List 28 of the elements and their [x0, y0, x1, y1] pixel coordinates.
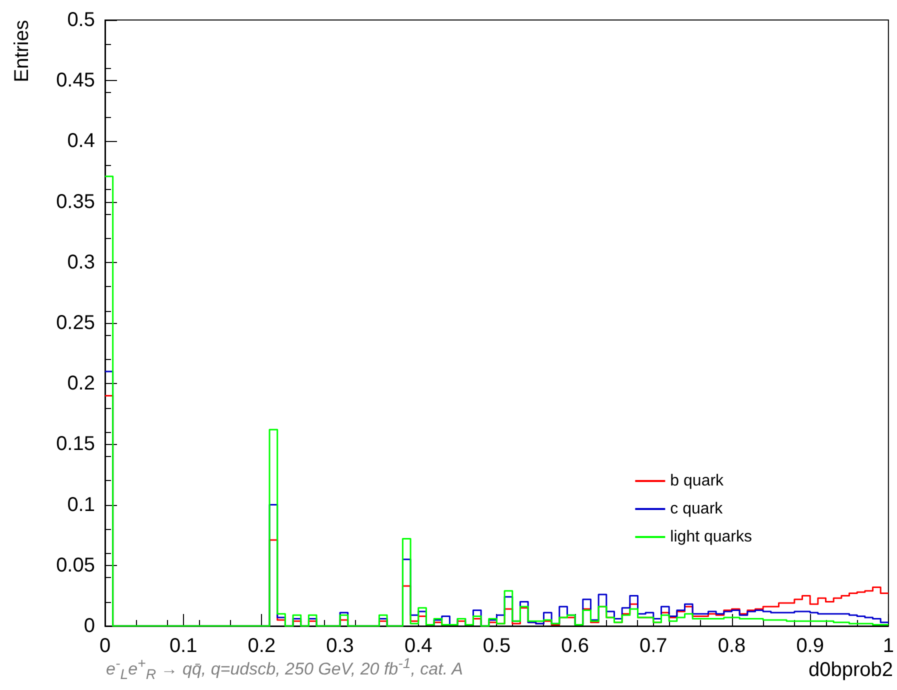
y-tick-label: 0.2	[67, 372, 95, 395]
y-axis-title: Entries	[11, 20, 33, 82]
legend-label: light quarks	[670, 528, 752, 546]
x-tick-label: 0	[99, 635, 111, 657]
y-tick-label: 0	[84, 615, 95, 637]
x-tick-label: 0.1	[169, 635, 198, 657]
y-tick-label: 0.3	[67, 251, 95, 274]
legend-label: c quark	[670, 500, 724, 518]
y-tick-label: 0.45	[56, 70, 95, 92]
x-tick-label: 0.9	[796, 635, 824, 657]
x-tick-label: 0.8	[718, 635, 746, 657]
y-tick-label: 0.5	[67, 9, 95, 31]
y-tick-label: 0.05	[56, 554, 95, 576]
y-tick-label: 0.4	[67, 130, 95, 152]
y-tick-label: 0.1	[67, 494, 95, 516]
legend-label: b quark	[670, 472, 725, 490]
x-tick-label: 0.2	[248, 635, 276, 657]
x-tick-label: 1	[882, 635, 894, 657]
x-tick-label: 0.6	[561, 635, 589, 657]
text: e$^{-}$$_{L}$e$^{+}$$_{R}$ → qq̄, q=udscb, 250 GeV, 20 fb$^{-1}$, cat. A	[106, 656, 464, 684]
x-axis-title: d0bprob2	[808, 659, 894, 681]
x-tick-label: 0.5	[482, 635, 511, 657]
x-tick-label: 0.4	[404, 635, 432, 657]
x-tick-label: 0.3	[326, 635, 354, 657]
y-tick-label: 0.15	[56, 433, 95, 456]
x-tick-label: 0.7	[640, 635, 668, 657]
y-tick-label: 0.35	[56, 190, 95, 213]
y-tick-label: 0.25	[56, 312, 95, 334]
